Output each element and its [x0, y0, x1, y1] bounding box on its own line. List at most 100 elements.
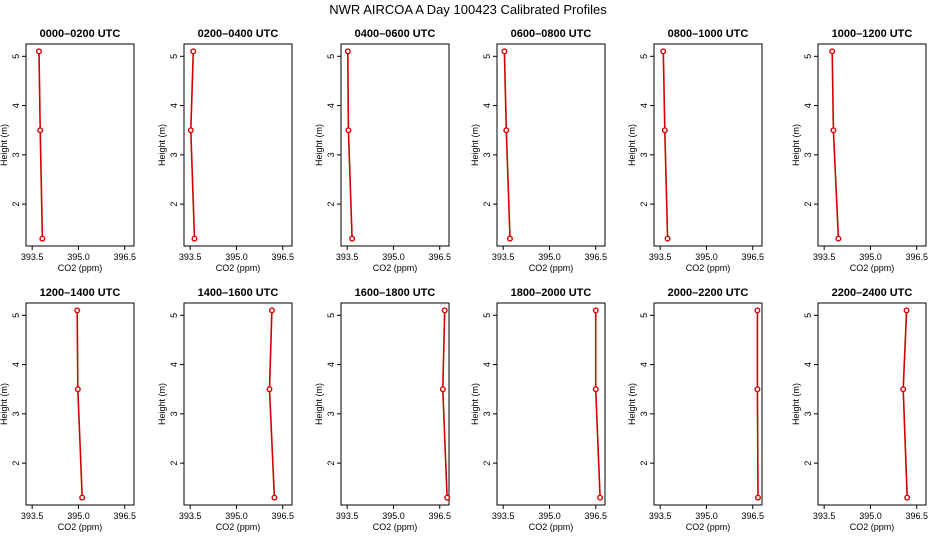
y-tick-label: 2	[326, 202, 336, 207]
y-tick-label: 3	[326, 411, 336, 416]
x-axis-label: CO2 (ppm)	[216, 522, 261, 532]
x-tick-label: 396.5	[905, 252, 928, 262]
data-point	[439, 386, 446, 393]
plot-frame	[183, 43, 293, 247]
x-tick-label: 393.5	[179, 511, 202, 521]
panel-title: 1000–1200 UTC	[832, 28, 913, 40]
x-tick-label: 395.0	[859, 511, 882, 521]
profile-line	[441, 310, 448, 498]
x-axis-label: CO2 (ppm)	[686, 522, 731, 532]
x-tick-label: 396.5	[741, 511, 764, 521]
x-tick-label: 393.5	[813, 252, 836, 262]
profile-line	[831, 51, 840, 239]
x-axis-label: CO2 (ppm)	[850, 522, 895, 532]
y-axis-label: Height (m)	[157, 383, 167, 425]
y-tick-label: 3	[169, 411, 179, 416]
x-axis-label: CO2 (ppm)	[216, 263, 261, 273]
profile-panel: 0600–0800 UTC 393.5 395.0 396.5 CO2 (ppm) 2 3 4…	[470, 28, 607, 273]
profile-line	[594, 310, 601, 498]
y-tick-label: 2	[803, 202, 813, 207]
x-tick-label: 396.5	[428, 252, 451, 262]
x-tick-label: 396.5	[113, 511, 136, 521]
panel-title: 1200–1400 UTC	[40, 287, 121, 299]
panel-title: 0200–0400 UTC	[198, 28, 279, 40]
y-tick-label: 5	[639, 54, 649, 59]
y-tick-label: 5	[482, 313, 492, 318]
panel-title: 0400–0600 UTC	[355, 28, 436, 40]
y-tick-label: 2	[11, 202, 21, 207]
x-axis-label: CO2 (ppm)	[686, 263, 731, 273]
y-axis-label: Height (m)	[157, 124, 167, 166]
y-tick-label: 5	[326, 313, 336, 318]
data-point	[503, 127, 510, 134]
y-tick-label: 3	[326, 152, 336, 157]
data-point	[835, 235, 842, 242]
profile-line	[347, 51, 353, 239]
x-tick-label: 395.0	[67, 252, 90, 262]
x-tick-label: 395.0	[382, 252, 405, 262]
y-tick-label: 2	[482, 461, 492, 466]
data-point	[345, 127, 352, 134]
y-axis-label: Height (m)	[0, 383, 9, 425]
y-tick-label: 3	[803, 411, 813, 416]
plot-frame	[653, 302, 763, 506]
y-tick-label: 3	[11, 411, 21, 416]
data-point	[754, 386, 761, 393]
plot-frame	[496, 302, 606, 506]
panel-title: 1400–1600 UTC	[198, 287, 279, 299]
profile-panel: 0400–0600 UTC 393.5 395.0 396.5 CO2 (ppm) 2 3 4…	[314, 28, 451, 273]
profile-line	[268, 310, 276, 498]
x-axis-label: CO2 (ppm)	[529, 522, 574, 532]
x-tick-label: 395.0	[225, 511, 248, 521]
y-axis-label: Height (m)	[791, 383, 801, 425]
y-tick-label: 3	[169, 152, 179, 157]
x-tick-label: 393.5	[336, 511, 359, 521]
data-point	[74, 386, 81, 393]
data-point	[349, 235, 356, 242]
data-point	[900, 386, 907, 393]
x-tick-label: 396.5	[905, 511, 928, 521]
data-point	[664, 235, 671, 242]
x-tick-label: 395.0	[225, 252, 248, 262]
y-tick-label: 2	[803, 461, 813, 466]
data-point	[74, 307, 81, 314]
y-tick-label: 4	[482, 103, 492, 108]
y-tick-label: 5	[11, 54, 21, 59]
y-tick-label: 5	[169, 313, 179, 318]
data-point	[754, 494, 761, 501]
plot-frame	[340, 302, 450, 506]
data-point	[660, 48, 667, 55]
y-tick-label: 4	[169, 103, 179, 108]
x-tick-label: 396.5	[584, 252, 607, 262]
data-point	[592, 386, 599, 393]
data-point	[271, 494, 278, 501]
plot-frame	[653, 43, 763, 247]
x-tick-label: 393.5	[492, 252, 515, 262]
panel-title: 0000–0200 UTC	[40, 28, 121, 40]
x-tick-label: 393.5	[492, 511, 515, 521]
x-axis-label: CO2 (ppm)	[373, 522, 418, 532]
panel-title: 0600–0800 UTC	[511, 28, 592, 40]
plot-frame	[496, 43, 606, 247]
data-point	[268, 307, 275, 314]
data-point	[903, 307, 910, 314]
x-tick-label: 393.5	[21, 252, 44, 262]
x-tick-label: 396.5	[428, 511, 451, 521]
plot-frame	[183, 302, 293, 506]
data-point	[501, 48, 508, 55]
data-point	[35, 48, 42, 55]
y-tick-label: 3	[11, 152, 21, 157]
y-axis-label: Height (m)	[627, 124, 637, 166]
x-axis-label: CO2 (ppm)	[58, 522, 103, 532]
profile-line	[38, 51, 44, 239]
y-tick-label: 3	[639, 152, 649, 157]
y-axis-label: Height (m)	[470, 124, 480, 166]
plot-frame	[817, 43, 927, 247]
profile-line	[756, 310, 759, 498]
panel-title: 0800–1000 UTC	[668, 28, 749, 40]
x-tick-label: 393.5	[21, 511, 44, 521]
y-tick-label: 3	[639, 411, 649, 416]
y-tick-label: 2	[326, 461, 336, 466]
y-tick-label: 5	[169, 54, 179, 59]
x-tick-label: 395.0	[538, 511, 561, 521]
